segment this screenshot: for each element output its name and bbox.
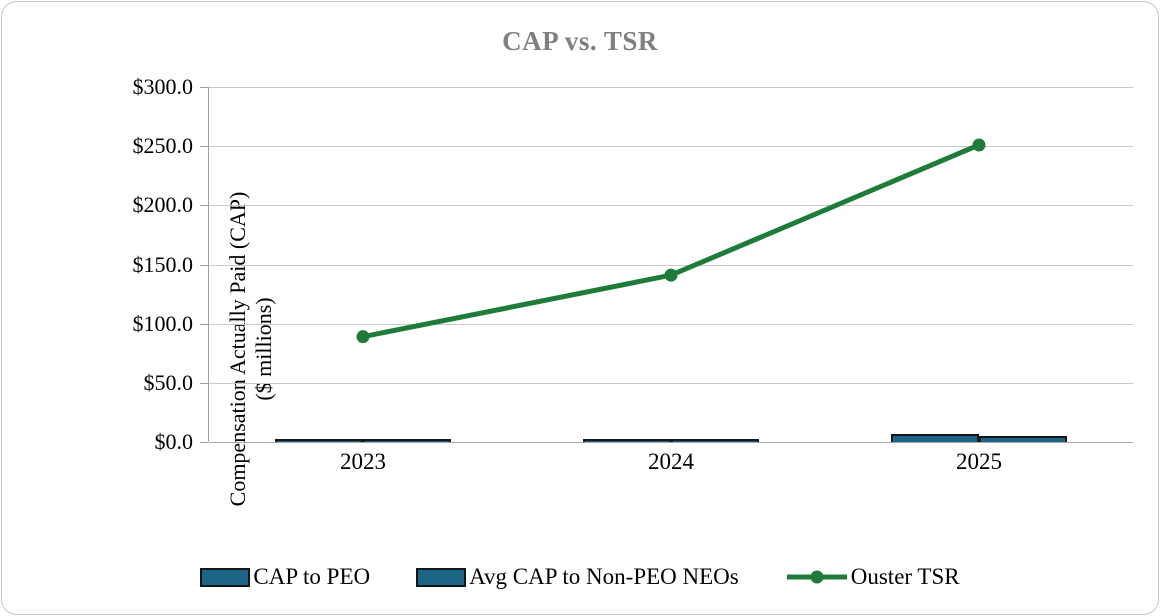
y-axis-tick — [200, 87, 208, 88]
y-axis-title: Compensation Actually Paid (CAP) ($ mill… — [225, 149, 277, 549]
tsr-data-point — [972, 138, 986, 152]
legend-label: CAP to PEO — [253, 564, 371, 589]
legend-item: Avg CAP to Non-PEO NEOs — [416, 564, 739, 590]
gridline — [209, 382, 1133, 384]
x-axis-label: 2025 — [956, 449, 1002, 474]
gridline — [209, 323, 1133, 325]
legend-item: CAP to PEO — [200, 564, 370, 590]
y-tick-label: $250.0 — [132, 133, 194, 159]
y-axis-tick — [200, 382, 208, 384]
legend-label: Avg CAP to Non-PEO NEOs — [469, 564, 739, 589]
y-tick-label: $150.0 — [132, 251, 194, 277]
x-axis-label: 2024 — [648, 449, 694, 474]
tsr-data-point — [356, 330, 370, 344]
legend-label: Ouster TSR — [850, 564, 960, 589]
y-tick-label: $100.0 — [132, 310, 194, 336]
bar-cap-non-peo — [363, 439, 451, 442]
gridline — [209, 87, 1133, 88]
y-tick-label: $200.0 — [132, 192, 194, 218]
y-axis-tick — [200, 442, 208, 443]
y-axis-tick — [200, 205, 208, 207]
bar-cap-non-peo — [979, 436, 1067, 442]
legend-bar-swatch-icon — [200, 567, 251, 587]
tsr-data-point — [664, 268, 678, 282]
legend: CAP to PEO Avg CAP to Non-PEO NEOs Ouster … — [2, 564, 1158, 590]
bar-cap-peo — [583, 439, 671, 442]
y-axis-title-line1: Compensation Actually Paid (CAP) — [225, 191, 250, 507]
gridline — [209, 264, 1133, 266]
chart-title: CAP vs. TSR — [502, 26, 658, 56]
gridline — [209, 205, 1133, 207]
bar-cap-peo — [891, 434, 979, 442]
bar-cap-non-peo — [671, 439, 759, 442]
tsr-line — [360, 142, 982, 340]
y-axis-title-line2: ($ millions) — [251, 297, 276, 401]
legend-line-swatch-icon — [786, 570, 847, 584]
y-axis-tick — [200, 146, 208, 148]
legend-bar-swatch-icon — [416, 567, 467, 587]
legend-item: Ouster TSR — [785, 564, 960, 590]
x-axis-label: 2023 — [340, 449, 386, 474]
plot-area: Compensation Actually Paid (CAP) ($ mill… — [133, 74, 1133, 506]
y-tick-label: $300.0 — [132, 74, 194, 99]
bar-cap-peo — [275, 439, 363, 442]
y-tick-label: $50.0 — [143, 369, 194, 395]
gridline — [209, 146, 1133, 148]
y-tick-label: $0.0 — [154, 429, 194, 454]
gridline — [209, 442, 1133, 443]
y-axis-tick — [200, 323, 208, 325]
y-axis-tick — [200, 264, 208, 266]
